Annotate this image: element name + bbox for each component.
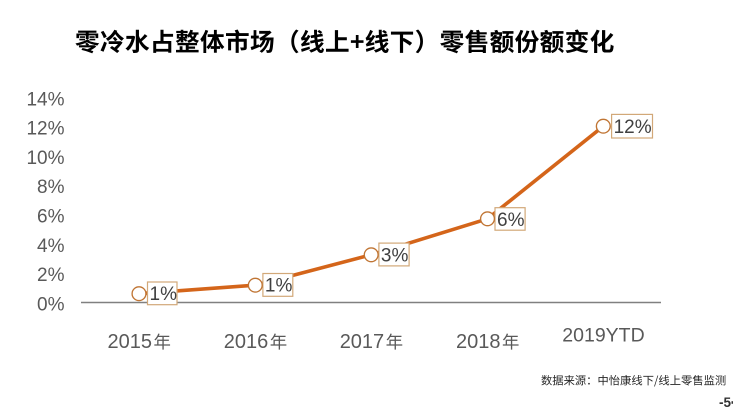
svg-text:14%: 14%	[26, 89, 64, 110]
svg-text:2%: 2%	[37, 265, 65, 286]
svg-text:8%: 8%	[37, 177, 65, 198]
svg-text:12%: 12%	[614, 117, 652, 138]
svg-text:10%: 10%	[26, 148, 64, 169]
svg-text:12%: 12%	[26, 119, 64, 140]
svg-text:3%: 3%	[381, 245, 409, 266]
svg-text:2015: 2015	[108, 331, 153, 353]
svg-text:-5: -5	[719, 395, 731, 410]
svg-text:1%: 1%	[265, 276, 293, 297]
svg-text:2016: 2016	[224, 331, 268, 353]
svg-text:2019YTD: 2019YTD	[562, 325, 644, 347]
svg-text:4%: 4%	[37, 236, 65, 257]
svg-text:6%: 6%	[497, 210, 525, 231]
svg-text:0%: 0%	[37, 295, 65, 316]
svg-text:6%: 6%	[37, 207, 65, 228]
svg-text:2017: 2017	[340, 331, 385, 353]
svg-text:1%: 1%	[150, 284, 178, 305]
svg-text:2018: 2018	[456, 331, 501, 353]
